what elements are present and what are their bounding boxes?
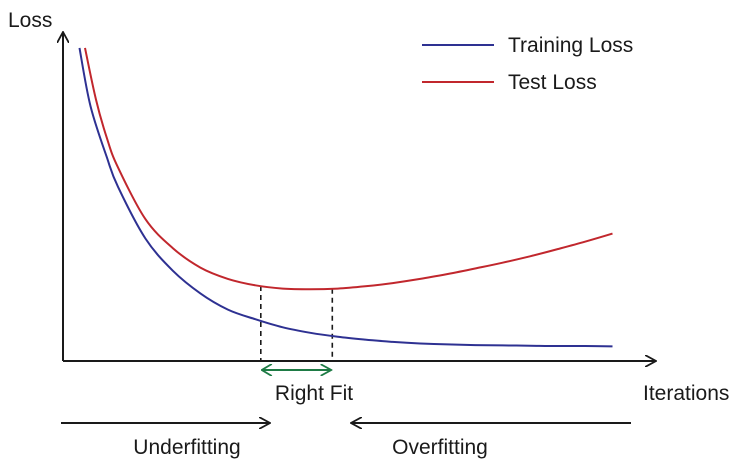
right-fit-label: Right Fit bbox=[275, 382, 353, 405]
series-line-test-loss bbox=[84, 47, 613, 291]
x-axis-label: Iterations bbox=[643, 382, 729, 405]
underfitting-label: Underfitting bbox=[133, 436, 240, 459]
overfitting-label: Overfitting bbox=[392, 436, 488, 459]
legend-label-training: Training Loss bbox=[508, 34, 633, 57]
series-line-training-loss bbox=[78, 47, 613, 348]
y-axis-label: Loss bbox=[8, 9, 52, 32]
legend-label-test: Test Loss bbox=[508, 71, 597, 94]
